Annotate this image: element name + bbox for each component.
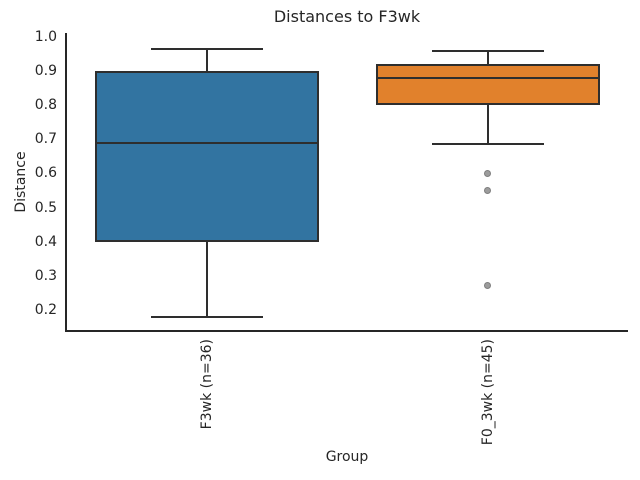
outlier-point (484, 169, 491, 177)
y-tick-label: 1.0 (34, 29, 57, 46)
whisker-upper (205, 49, 208, 72)
outlier-point (484, 282, 491, 290)
whisker-cap-lower (431, 143, 544, 146)
y-tick-label: 0.7 (34, 131, 57, 148)
median-line (94, 141, 319, 144)
y-tick-label: 0.9 (34, 63, 57, 80)
whisker-cap-lower (150, 315, 263, 318)
y-tick-label: 0.5 (34, 199, 57, 216)
y-tick-label: 0.6 (34, 165, 57, 182)
y-tick-label: 0.2 (34, 301, 57, 318)
y-tick-label: 0.8 (34, 97, 57, 114)
x-tick-label-text: F3wk (n=36) (198, 339, 215, 430)
y-axis-spine (65, 33, 67, 332)
whisker-cap-upper (150, 48, 263, 51)
x-axis-spine (65, 330, 628, 332)
chart-title: Distances to F3wk (273, 7, 421, 26)
y-tick-label: 0.4 (34, 233, 57, 250)
x-axis-label: Group (325, 449, 369, 465)
y-tick-label: 0.3 (34, 267, 57, 284)
box (94, 71, 319, 242)
whisker-lower (205, 241, 208, 317)
outlier-point (484, 187, 491, 195)
x-tick-label-text: F0_3wk (n=45) (479, 339, 496, 446)
whisker-cap-upper (431, 49, 544, 52)
whisker-upper (486, 50, 489, 65)
box (375, 64, 600, 106)
whisker-lower (486, 105, 489, 145)
median-line (375, 77, 600, 79)
